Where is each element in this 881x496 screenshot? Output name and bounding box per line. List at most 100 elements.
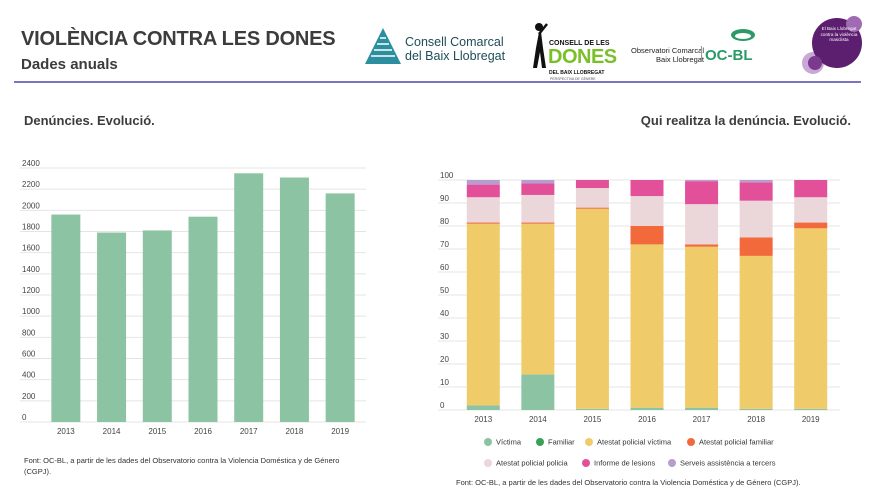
right-segment-2018-3 [739,237,773,256]
left-ytick-label-400: 400 [22,371,36,380]
left-ytick-label-1400: 1400 [22,265,40,274]
left-ytick-label-2200: 2200 [22,180,40,189]
right-ytick-label-60: 60 [440,263,449,272]
left-xtick-label-2019: 2019 [331,427,349,436]
right-segment-2014-5 [521,183,555,195]
legend-swatch-atestat-policial-familiar [687,438,695,447]
right-ytick-label-30: 30 [440,332,449,341]
left-ytick-label-600: 600 [22,350,36,359]
right-ytick-label-50: 50 [440,286,449,295]
logo-circle-dark [808,56,822,70]
page-header: VIOLÈNCIA CONTRA LES DONES Dades anuals … [0,0,881,83]
baix-llobregat-contra-violencia-logo: El Baix Llobregat contra la violència ma… [800,14,866,80]
right-xtick-label-2015: 2015 [584,415,602,424]
left-bar-2016 [188,216,218,422]
right-segment-2015-3 [575,207,609,209]
right-segment-2017-6 [685,180,719,182]
logo-circle-small [846,16,862,32]
legend-item-familiar: Familiar [536,437,575,447]
legend-swatch-victima [484,438,492,447]
legend-label-serveis-assistencia: Serveis assistència a tercers [680,458,776,468]
qui-denuncia-stacked-bar-chart: 0 10 20 30 40 50 60 70 80 90 100 2013 2014 2015 2016 20… [438,171,840,424]
legend-label-informe-de-lesions: Informe de lesions [594,458,656,468]
legend-label-atestat-policial-familiar: Atestat policial familiar [699,437,774,447]
legend-label-familiar: Familiar [548,437,575,447]
dones-logo-line3: DEL BAIX LLOBREGAT [549,70,605,76]
legend-swatch-atestat-policial-policia [484,459,492,468]
left-bar-2018 [279,177,309,422]
right-segment-2015-2 [575,208,609,409]
denuncies-bar-chart: 0 200 400 600 800 1000 1200 1400 1600 1800 2000 220… [20,159,366,436]
right-xtick-label-2019: 2019 [802,415,820,424]
page-title: VIOLÈNCIA CONTRA LES DONES [21,28,336,50]
right-segment-2017-5 [685,181,719,205]
right-segment-2014-4 [521,194,555,223]
legend-swatch-serveis-assistencia [668,459,676,468]
right-segment-2014-3 [521,222,555,224]
right-segment-2017-2 [685,246,719,408]
legend-swatch-informe-de-lesions [582,459,590,468]
dones-logo-line1: CONSELL DE LES [549,40,610,47]
ocbl-mark-icon [731,29,755,41]
left-ytick-label-800: 800 [22,328,36,337]
right-ytick-label-100: 100 [440,171,454,180]
right-segment-2018-6 [739,180,773,183]
right-segment-2013-6 [466,180,500,185]
woman-figure-icon [533,23,548,68]
right-xtick-label-2013: 2013 [474,415,492,424]
right-segment-2018-5 [739,182,773,201]
left-xtick-label-2014: 2014 [103,427,121,436]
right-ytick-label-70: 70 [440,240,449,249]
right-segment-2013-4 [466,197,500,223]
right-xtick-label-2016: 2016 [638,415,656,424]
right-segment-2019-4 [794,197,828,223]
dones-logo-line2: DONES [548,46,617,68]
legend-item-serveis-assistencia: Serveis assistència a tercers [668,458,775,468]
consell-comarcal-line2: del Baix Llobregat [405,49,506,63]
left-ytick-label-200: 200 [22,392,36,401]
right-ytick-label-10: 10 [440,378,449,387]
right-segment-2013-0 [466,405,500,410]
ocbl-logo: Observatori Comarcal Baix Llobregat OC-BL [626,29,766,64]
dones-logo-line4: PERSPECTIVA DE GÈNERE [550,77,596,81]
left-ytick-label-1600: 1600 [22,244,40,253]
right-segment-2014-0 [521,374,555,410]
legend-swatch-atestat-policial-victima [585,438,593,447]
right-segment-2019-5 [794,180,828,198]
logo-circle-text: El Baix Llobregat contra la violència ma… [820,26,858,43]
right-segment-2015-0 [575,408,609,410]
page-subtitle: Dades anuals [21,56,118,73]
ocbl-separator [701,46,702,62]
legend-label-atestat-policial-policia: Atestat policial policia [496,458,568,468]
left-xtick-label-2018: 2018 [286,427,304,436]
left-chart-source: Font: OC-BL, a partir de les dades del O… [24,456,340,476]
legend-item-atestat-policial-familiar: Atestat policial familiar [687,437,774,447]
right-segment-2014-6 [521,180,555,184]
right-segment-2016-0 [630,407,664,410]
legend-item-atestat-policial-policia: Atestat policial policia [484,458,568,468]
right-segment-2019-2 [794,228,828,409]
right-segment-2019-3 [794,222,828,229]
right-segment-2016-2 [630,244,664,408]
legend-label-victima: Víctima [496,437,522,447]
legend-item-atestat-policial-victima: Atestat policial víctima [585,437,671,447]
right-segment-2017-0 [685,407,719,410]
right-segment-2013-2 [466,223,500,406]
left-bar-2015 [142,230,172,422]
right-ytick-label-90: 90 [440,194,449,203]
left-bar-2013 [51,214,81,422]
legend-label-atestat-policial-victima: Atestat policial víctima [597,437,672,447]
right-segment-2016-3 [630,226,664,245]
right-ytick-label-40: 40 [440,309,449,318]
right-segment-2018-2 [739,255,773,409]
right-segment-2018-0 [739,408,773,410]
right-segment-2013-3 [466,222,500,224]
left-ytick-label-2000: 2000 [22,201,40,210]
consell-comarcal-mark-icon [365,28,401,64]
right-segment-2016-4 [630,196,664,226]
left-ytick-label-0: 0 [22,413,27,422]
consell-comarcal-line1: Consell Comarcal [405,35,504,49]
left-xtick-label-2017: 2017 [240,427,258,436]
right-segment-2018-4 [739,200,773,238]
left-ytick-label-1000: 1000 [22,307,40,316]
